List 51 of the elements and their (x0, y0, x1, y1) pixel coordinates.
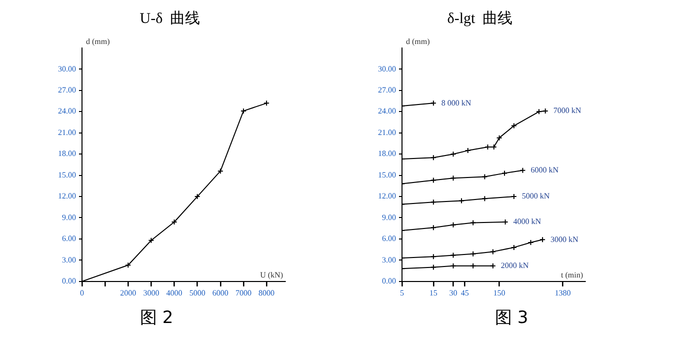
y-tick-label: 21.00 (58, 128, 76, 137)
y-axis-title: d (mm) (406, 37, 430, 46)
y-tick-label: 0.00 (382, 276, 396, 286)
x-tick-label: 5000 (189, 288, 206, 298)
y-tick-label: 24.00 (58, 106, 76, 116)
x-tick-label: 15 (429, 288, 438, 298)
y-tick-label: 12.00 (378, 192, 396, 201)
chart-title: U-δ 曲线 (140, 10, 200, 27)
y-tick-label: 9.00 (382, 212, 396, 222)
annotation: 5000 kN (522, 192, 550, 201)
x-tick-label: 0 (80, 288, 84, 298)
x-tick-label: 150 (493, 288, 506, 298)
y-tick-label: 0.00 (62, 276, 76, 286)
y-tick-label: 15.00 (58, 170, 76, 180)
x-tick-label: 2000 (120, 288, 136, 298)
x-axis-title: t (min) (561, 270, 584, 280)
caption: 图 3 (495, 307, 528, 329)
y-tick-label: 9.00 (62, 212, 76, 222)
y-tick-label: 3.00 (382, 255, 396, 264)
annotation: 3000 kN (550, 234, 579, 244)
y-tick-label: 6.00 (382, 234, 396, 244)
y-tick-label: 24.00 (378, 106, 396, 116)
y-tick-label: 30.00 (58, 64, 76, 74)
y-tick-label: 6.00 (62, 234, 76, 244)
x-tick-label: 7000 (235, 288, 252, 298)
x-tick-label: 5 (400, 288, 404, 298)
x-tick-label: 4000 (166, 288, 182, 298)
y-tick-label: 12.00 (58, 192, 76, 201)
x-axis-title: U (kN) (260, 270, 284, 280)
chart-title: δ-lgt 曲线 (447, 10, 513, 27)
y-axis-title: d (mm) (86, 37, 110, 46)
x-tick-label: 45 (460, 288, 469, 298)
x-tick-label: 30 (449, 288, 458, 298)
y-tick-label: 27.00 (378, 86, 396, 95)
x-tick-label: 3000 (143, 288, 160, 298)
y-tick-label: 27.00 (58, 86, 76, 95)
x-tick-label: 6000 (212, 288, 228, 298)
x-tick-label: 1380 (554, 288, 571, 298)
y-tick-label: 3.00 (62, 255, 76, 264)
annotation: 7000 kN (553, 106, 582, 116)
annotation: 8 000 kN (441, 98, 472, 108)
annotation: 2000 kN (500, 260, 529, 270)
annotation: 6000 kN (530, 165, 559, 174)
y-tick-label: 18.00 (378, 149, 396, 158)
y-tick-label: 15.00 (378, 170, 396, 180)
y-tick-label: 21.00 (378, 128, 396, 137)
x-tick-label: 8000 (258, 288, 275, 298)
y-tick-label: 18.00 (58, 149, 76, 158)
y-tick-label: 30.00 (378, 64, 396, 74)
caption: 图 2 (140, 307, 174, 329)
annotation: 4000 kN (513, 217, 542, 226)
